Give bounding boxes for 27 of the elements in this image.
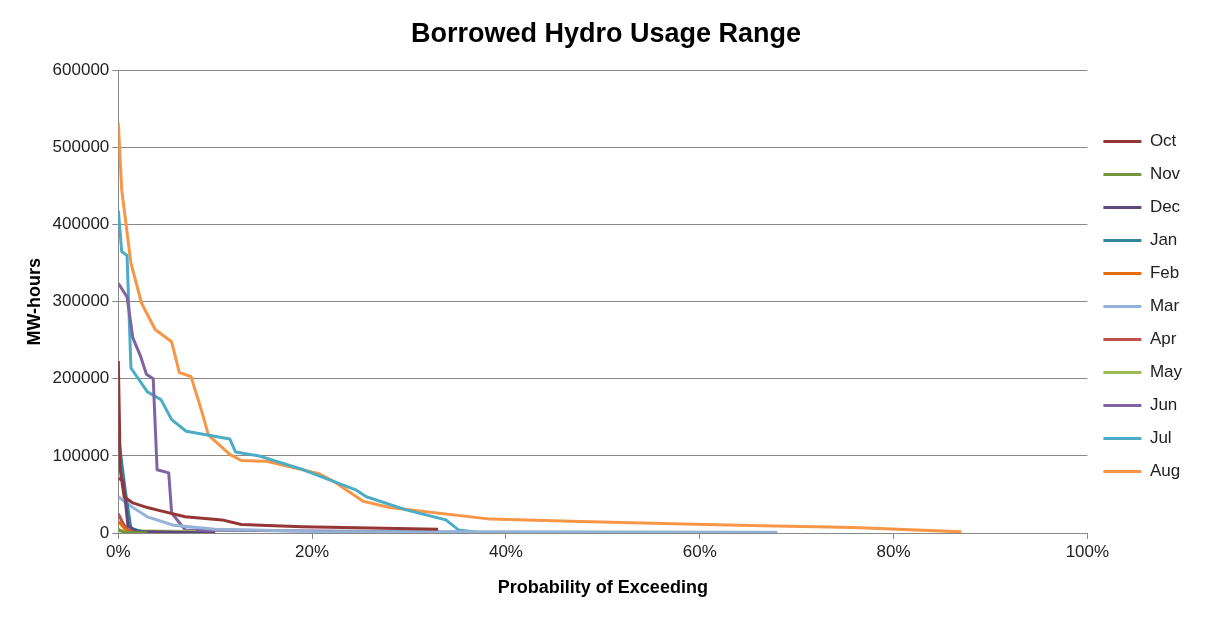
y-axis-title: MW-hours <box>23 257 44 346</box>
x-tick-label: 0% <box>106 541 131 561</box>
legend-label: Dec <box>1149 197 1181 217</box>
legend-label: Jul <box>1149 428 1172 448</box>
chart-title: Borrowed Hydro Usage Range <box>410 17 802 48</box>
x-tick-label: 40% <box>488 541 523 561</box>
legend-label: Mar <box>1149 296 1180 316</box>
legend-label: Jun <box>1149 395 1178 415</box>
x-tick-label: 80% <box>876 541 911 561</box>
y-tick-label: 400000 <box>52 214 110 234</box>
y-tick-label: 0 <box>99 522 110 542</box>
y-tick-label: 300000 <box>52 291 110 311</box>
y-tick-label: 200000 <box>52 368 110 388</box>
x-tick-label: 20% <box>295 541 330 561</box>
legend-label: Apr <box>1149 329 1177 349</box>
y-tick-label: 100000 <box>52 445 110 465</box>
y-tick-label: 600000 <box>52 60 110 80</box>
legend-label: Nov <box>1149 164 1181 184</box>
x-tick-label: 60% <box>682 541 717 561</box>
legend-label: Oct <box>1149 131 1177 151</box>
legend-label: Jan <box>1149 230 1178 250</box>
legend-label: May <box>1149 362 1183 382</box>
x-axis-title: Probability of Exceeding <box>497 577 708 598</box>
legend-label: Aug <box>1149 461 1181 481</box>
legend-label: Feb <box>1149 263 1180 283</box>
x-tick-label: 100% <box>1065 541 1110 561</box>
y-tick-label: 500000 <box>52 137 110 157</box>
